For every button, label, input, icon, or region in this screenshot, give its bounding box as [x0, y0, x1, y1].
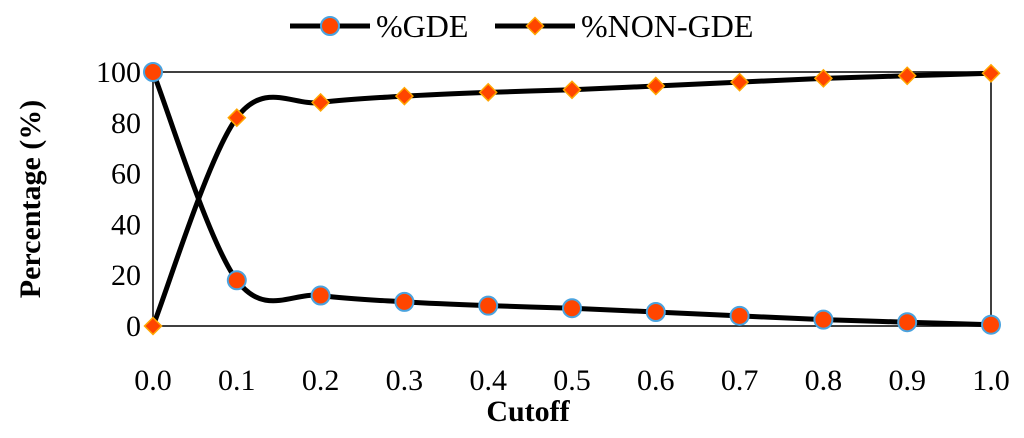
x-tick-label-8: 0.8: [805, 364, 843, 397]
x-tick-label-9: 0.9: [888, 364, 926, 397]
series-0-point-8: [813, 309, 834, 330]
x-tick-label-0: 0.0: [134, 364, 172, 397]
series-1-point-9: [897, 66, 917, 86]
series-0-point-4: [478, 295, 499, 316]
y-tick-label-0: 0: [126, 310, 141, 343]
x-axis-title: Cutoff: [486, 395, 570, 428]
legend: %GDE %NON-GDE: [290, 8, 753, 44]
series-line-0: [150, 69, 994, 328]
y-tick-label-3: 60: [111, 158, 141, 191]
legend-label-gde: %GDE: [376, 8, 468, 44]
legend-item-non-gde: %NON-GDE: [495, 8, 753, 44]
x-tick-label-3: 0.3: [386, 364, 424, 397]
y-tick-label-2: 40: [111, 208, 141, 241]
y-tick-label-5: 100: [96, 56, 141, 89]
series-0-point-9: [897, 312, 918, 333]
x-tick-label-5: 0.5: [553, 364, 591, 397]
x-tick-label-4: 0.4: [469, 364, 507, 397]
series-0-point-10: [981, 314, 1001, 335]
x-tick-label-10: 1.0: [972, 364, 1010, 397]
series-layer: [143, 62, 1001, 336]
y-tick-label-1: 20: [111, 259, 141, 292]
series-0-point-6: [645, 302, 666, 323]
series-1-point-1: [227, 108, 247, 128]
x-tick-label-2: 0.2: [302, 364, 340, 397]
x-tick-label-7: 0.7: [721, 364, 759, 397]
series-1-point-6: [646, 76, 666, 96]
y-axis-title: Percentage (%): [14, 100, 47, 299]
series-0-point-5: [562, 298, 582, 319]
series-1-point-10: [981, 63, 1001, 83]
series-1-point-8: [813, 68, 833, 88]
series-1-point-3: [394, 86, 414, 106]
y-tick-label-4: 80: [111, 107, 141, 140]
x-axis-ticks: 0.0 0.1 0.2 0.3 0.4 0.5 0.6 0.7 0.8 0.9 1.0: [134, 364, 1010, 397]
x-tick-label-1: 0.1: [218, 364, 256, 397]
series-0-point-7: [729, 305, 750, 326]
legend-item-gde: %GDE: [290, 8, 468, 44]
x-tick-label-6: 0.6: [637, 364, 675, 397]
legend-marker-gde: [320, 16, 340, 36]
plot-frame: [152, 71, 992, 327]
series-1-point-4: [478, 82, 498, 102]
series-1-point-2: [311, 92, 331, 113]
series-line-1: [150, 70, 994, 329]
series-0-point-2: [310, 285, 331, 306]
legend-marker-non-gde: [525, 16, 545, 36]
y-axis-ticks: 0 20 40 60 80 100: [96, 56, 141, 343]
series-0-point-1: [226, 270, 247, 291]
series-1-point-0: [143, 316, 163, 336]
legend-label-non-gde: %NON-GDE: [581, 8, 753, 44]
series-0-point-0: [143, 62, 163, 82]
series-1-point-7: [730, 72, 750, 92]
series-0-point-3: [394, 291, 415, 312]
series-1-point-5: [562, 80, 582, 100]
